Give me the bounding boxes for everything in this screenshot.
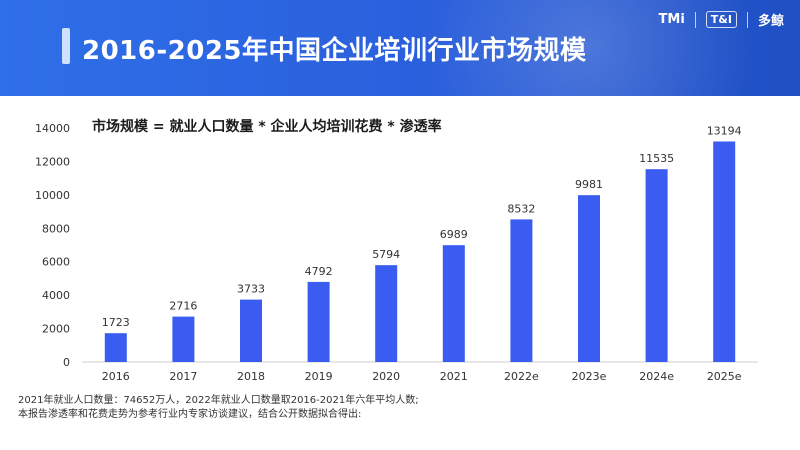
title-accent-bar	[62, 28, 70, 64]
y-tick-label: 6000	[42, 256, 70, 269]
y-tick-label: 8000	[42, 222, 70, 235]
tmi-logo: TMi	[658, 12, 685, 27]
bar-2025e	[713, 141, 736, 362]
data-label: 5794	[372, 248, 400, 261]
x-tick-label: 2018	[237, 370, 265, 383]
data-label: 3733	[237, 283, 265, 296]
y-tick-label: 2000	[42, 323, 70, 336]
bar-2021	[442, 245, 465, 362]
bar-2017	[172, 316, 195, 362]
data-label: 13194	[707, 124, 742, 137]
bar-2024e	[645, 169, 668, 362]
duojing-logo: 多鲸	[757, 14, 784, 29]
data-label: 9981	[575, 178, 603, 191]
x-tick-label: 2017	[169, 370, 197, 383]
x-tick-label: 2016	[102, 370, 130, 383]
y-tick-label: 0	[63, 356, 70, 369]
page-title: 2016-2025年中国企业培训行业市场规模	[82, 36, 587, 66]
x-tick-label: 2025e	[707, 370, 742, 383]
ti-badge: T&I	[705, 11, 737, 28]
brand-logos: TMi T&I 多鲸	[659, 10, 784, 29]
x-tick-label: 2023e	[572, 370, 607, 383]
data-label: 1723	[102, 316, 130, 329]
bar-2016	[104, 333, 127, 362]
brand-divider	[694, 11, 696, 28]
y-tick-label: 14000	[35, 122, 70, 135]
bar-2019	[307, 281, 330, 362]
chart-title: 市场规模 = 就业人口数量 * 企业人均培训花费 * 渗透率	[92, 119, 442, 135]
x-tick-label: 2020	[372, 370, 400, 383]
footnote-line-1: 2021年就业人口数量：74652万人，2022年就业人口数量取2016-202…	[18, 395, 419, 406]
brand-divider-2	[746, 11, 748, 28]
data-label: 4792	[305, 265, 333, 278]
y-tick-label: 4000	[42, 289, 70, 302]
header-banner: 2016-2025年中国企业培训行业市场规模 TMi T&I 多鲸	[0, 0, 800, 96]
data-label: 6989	[440, 228, 468, 241]
bar-2023e	[578, 195, 600, 362]
bar-2020	[375, 265, 398, 362]
bar-2022e	[510, 219, 533, 362]
footnotes: 2021年就业人口数量：74652万人，2022年就业人口数量取2016-202…	[18, 394, 419, 422]
data-label: 2716	[169, 300, 197, 313]
x-tick-label: 2024e	[639, 370, 674, 383]
y-tick-label: 12000	[35, 155, 70, 168]
data-label: 11535	[639, 152, 674, 165]
x-tick-label: 2019	[305, 370, 333, 383]
bar-chart: 0 2000 4000 6000 8000 10000 12000 14000 1723 2016…	[35, 122, 758, 383]
x-tick-label: 2021	[440, 370, 468, 383]
footnote-line-2: 本报告渗透率和花费走势为参考行业内专家访谈建议，结合公开数据拟合得出:	[18, 409, 362, 420]
x-tick-label: 2022e	[504, 370, 539, 383]
data-label: 8532	[507, 202, 535, 215]
y-tick-label: 10000	[35, 189, 70, 202]
bar-2018	[240, 299, 262, 362]
